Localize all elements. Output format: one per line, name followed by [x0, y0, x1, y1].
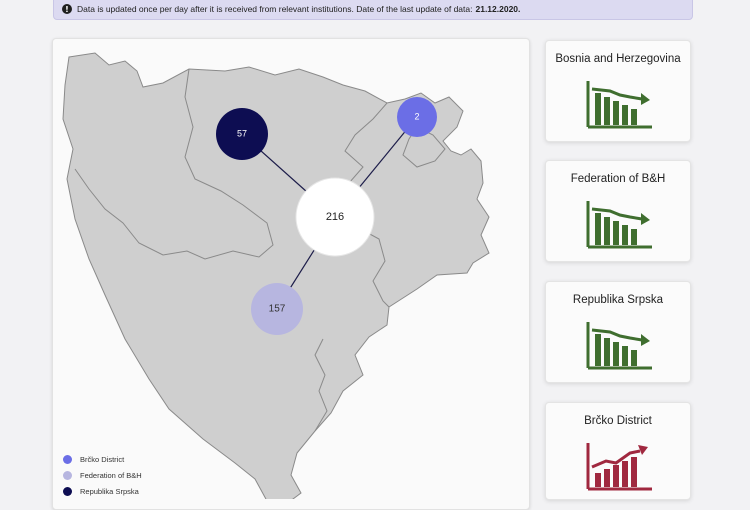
country-map: 216 57 2 157: [62, 52, 490, 499]
legend-label: Republika Srpska: [80, 486, 139, 496]
legend-dot: [63, 454, 72, 464]
bubble-federation-value: 157: [269, 304, 286, 315]
card-title: Brčko District: [584, 415, 652, 427]
legend-item-federation[interactable]: Federation of B&H: [63, 467, 142, 483]
legend-item-brcko[interactable]: Brčko District: [63, 451, 142, 467]
map-legend: Brčko District Federation of B&H Republi…: [63, 451, 142, 499]
bubble-federation[interactable]: 157: [251, 283, 303, 335]
banner-text: Data is updated once per day after it is…: [77, 4, 473, 14]
legend-dot: [63, 486, 72, 496]
legend-dot: [63, 470, 72, 480]
bubble-total[interactable]: 216: [295, 177, 375, 257]
bubble-total-value: 216: [326, 211, 344, 223]
card-federation[interactable]: Federation of B&H: [545, 160, 691, 262]
entity-boundary: [314, 338, 328, 432]
chart-trend-down-icon: [586, 322, 652, 370]
info-icon: !: [62, 4, 72, 14]
country-outline[interactable]: [62, 52, 490, 499]
info-banner: ! Data is updated once per day after it …: [53, 0, 693, 20]
entity-boundary: [402, 126, 446, 168]
legend-item-republika-srpska[interactable]: Republika Srpska: [63, 483, 142, 499]
bubble-brcko[interactable]: 2: [397, 97, 437, 137]
card-republika-srpska[interactable]: Republika Srpska: [545, 281, 691, 383]
chart-trend-down-icon: [586, 81, 652, 129]
bubble-brcko-value: 2: [414, 111, 419, 121]
bubble-republika-srpska[interactable]: 57: [216, 108, 268, 160]
card-title: Republika Srpska: [572, 294, 664, 306]
map-panel: 216 57 2 157 Brčko District Federation o…: [52, 38, 530, 510]
card-title: Federation of B&H: [570, 173, 666, 185]
card-title: Bosnia and Herzegovina: [555, 53, 681, 65]
chart-trend-down-icon: [586, 201, 652, 249]
card-bosnia-and-herzegovina[interactable]: Bosnia and Herzegovina: [545, 40, 691, 142]
entity-boundary: [74, 68, 274, 260]
card-brcko-district[interactable]: Brčko District: [545, 402, 691, 500]
bubble-republika-srpska-value: 57: [237, 128, 247, 138]
legend-label: Brčko District: [80, 454, 125, 464]
banner-date: 21.12.2020.: [475, 4, 521, 14]
legend-label: Federation of B&H: [80, 470, 142, 480]
chart-trend-up-icon: [586, 443, 652, 491]
